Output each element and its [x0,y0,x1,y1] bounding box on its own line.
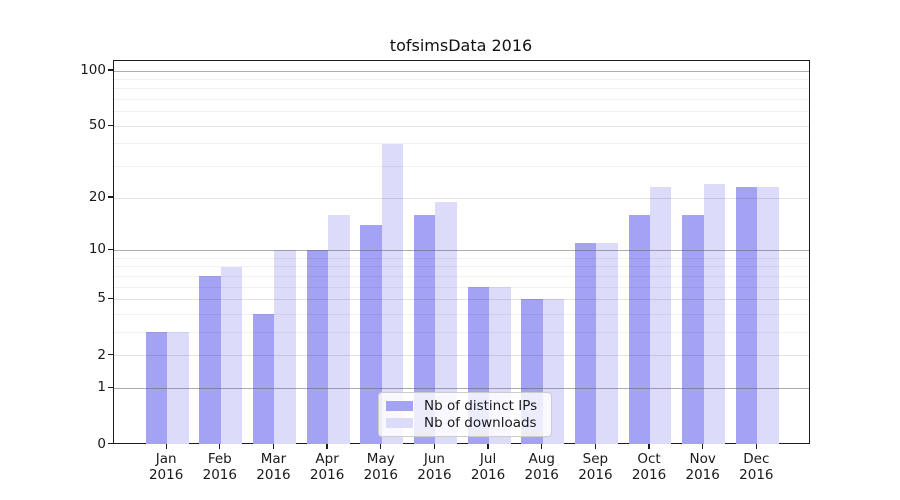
x-tick-label-dec: Dec 2016 [739,451,774,483]
y-tick-label-0: 0 [97,435,106,452]
bar-jan-distinct-ips [145,332,168,445]
legend-swatch-distinct-ips [386,401,413,411]
x-tick-mark-nov [702,443,704,449]
x-tick-mark-sep [594,443,597,449]
y-tick-label-20: 20 [88,189,106,206]
y-tick-label-10: 10 [88,241,106,258]
bar-oct-downloads [650,187,672,445]
bar-sep-downloads [596,243,618,445]
x-tick-label-mar: Mar 2016 [256,451,291,483]
legend-row-downloads: Nb of downloads [386,416,542,430]
x-tick-mark-mar [272,443,275,449]
x-tick-label-aug: Aug 2016 [524,451,559,483]
x-tick-mark-dec [755,443,757,449]
plot-area [112,59,810,445]
y-tick-label-100: 100 [80,62,106,78]
x-tick-label-feb: Feb 2016 [202,451,237,483]
bar-may-downloads [381,143,404,445]
y-tick-mark-10 [107,248,113,251]
y-tick-mark-100 [107,69,113,71]
bar-apr-downloads [328,215,350,445]
legend-row-distinct-ips: Nb of distinct IPs [386,399,542,413]
y-tick-mark-5 [107,297,113,300]
x-tick-label-jun: Jun 2016 [417,451,452,483]
legend-label-distinct-ips: Nb of distinct IPs [424,398,538,414]
bar-jan-downloads [167,332,189,445]
bar-sep-distinct-ips [574,243,597,445]
bar-feb-downloads [220,266,243,445]
bars-layer [114,61,810,445]
x-tick-label-jan: Jan 2016 [148,451,184,483]
x-tick-label-nov: Nov 2016 [685,451,720,483]
bar-mar-distinct-ips [253,314,275,445]
x-tick-label-may: May 2016 [363,451,398,483]
x-tick-mark-oct [648,443,650,449]
x-tick-label-apr: Apr 2016 [309,451,345,483]
chart-title: tofsimsData 2016 [389,36,533,55]
y-tick-mark-1 [107,386,113,389]
x-tick-mark-apr [326,443,328,449]
x-tick-label-sep: Sep 2016 [578,451,613,483]
x-tick-mark-may [380,443,382,449]
x-tick-label-oct: Oct 2016 [631,451,667,483]
bar-apr-distinct-ips [306,250,329,445]
bar-nov-distinct-ips [682,215,704,445]
y-tick-label-5: 5 [97,290,106,307]
bar-oct-distinct-ips [628,215,651,445]
bar-nov-downloads [703,183,726,445]
y-tick-label-1: 1 [97,379,106,396]
bar-jun-downloads [435,202,457,445]
bar-may-distinct-ips [360,225,382,445]
y-tick-mark-2 [107,353,113,356]
bar-feb-distinct-ips [199,276,221,445]
y-tick-mark-20 [107,196,113,198]
bar-mar-downloads [274,250,296,445]
bar-dec-downloads [757,187,779,445]
x-tick-mark-jun [433,443,436,449]
y-tick-label-2: 2 [97,346,106,363]
bar-dec-distinct-ips [735,187,758,445]
legend-label-downloads: Nb of downloads [424,415,537,431]
x-tick-mark-feb [219,443,221,449]
legend-swatch-downloads [386,418,413,428]
legend: Nb of distinct IPs Nb of downloads [378,392,552,437]
x-tick-mark-aug [541,443,543,449]
y-tick-mark-0 [107,442,113,445]
x-tick-mark-jan [165,443,167,449]
x-tick-mark-jul [487,443,489,449]
y-tick-mark-50 [107,124,113,126]
x-tick-label-jul: Jul 2016 [470,451,506,483]
y-tick-label-50: 50 [88,117,106,134]
bar-jun-distinct-ips [413,215,436,445]
